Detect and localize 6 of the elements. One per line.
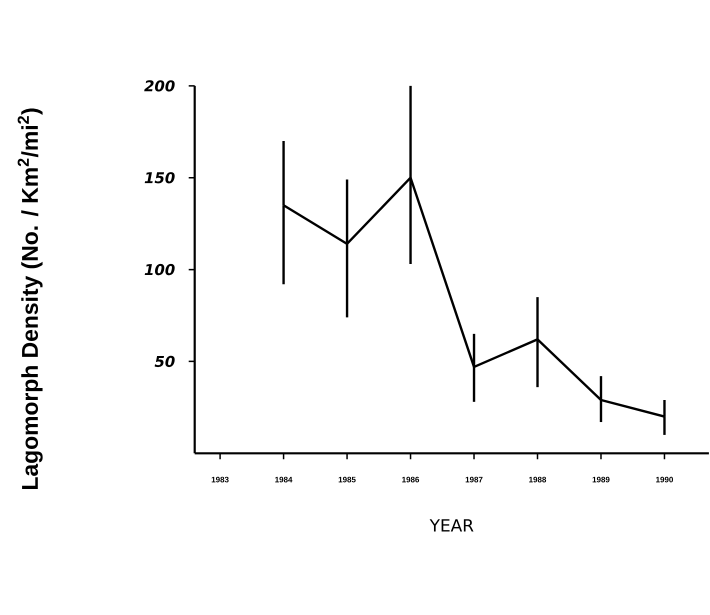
y-tick-label: 100 xyxy=(144,264,175,276)
y-tick-label: 50 xyxy=(154,356,175,368)
y-tick-label: 150 xyxy=(144,172,175,184)
y-axis-title: Lagomorph Density (No. / Km$^{2}$/mi$^{2}$) xyxy=(18,108,43,490)
x-axis-title: YEAR xyxy=(430,519,474,532)
y-tick-label: 200 xyxy=(144,80,175,92)
